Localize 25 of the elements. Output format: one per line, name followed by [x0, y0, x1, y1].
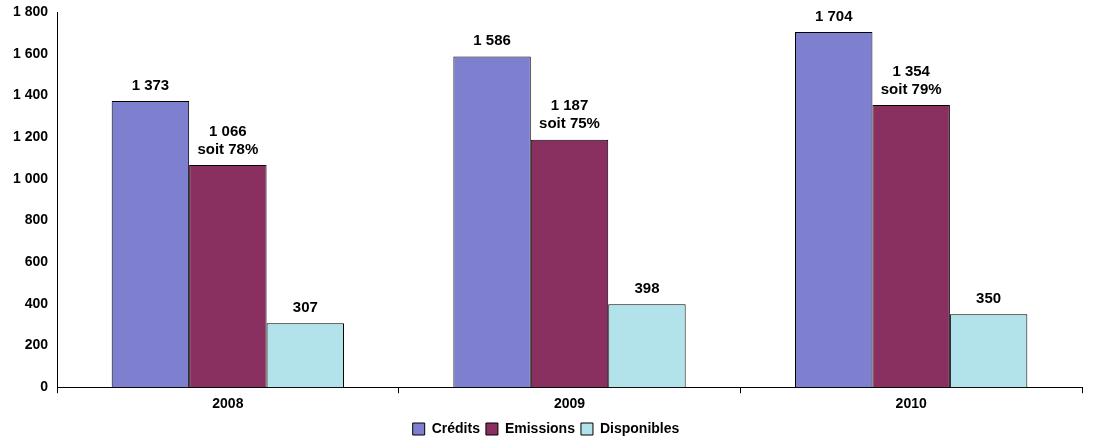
data-label: 1 373 — [131, 75, 170, 93]
data-label: 1 704 — [814, 6, 854, 24]
data-label: 307 — [292, 297, 318, 315]
y-tick-label: 1 600 — [12, 44, 49, 61]
x-tick-label: 2010 — [895, 395, 927, 412]
y-tick-label: 1 400 — [12, 86, 49, 103]
legend-label: Disponibles — [599, 419, 680, 436]
legend-label: Emissions — [504, 419, 576, 436]
data-label: 1 354 soit 79% — [880, 61, 942, 97]
y-tick-label: 800 — [24, 211, 49, 228]
data-label: 1 066 soit 78% — [197, 121, 259, 157]
y-tick-label: 1 200 — [12, 127, 49, 144]
y-tick-label: 0 — [40, 378, 49, 395]
data-label: 1 187 soit 75% — [539, 96, 600, 132]
x-tick-label: 2009 — [553, 395, 586, 412]
y-tick-label: 600 — [24, 252, 49, 269]
data-label: 350 — [976, 288, 1002, 306]
data-label: 1 586 — [473, 31, 511, 49]
y-tick-label: 200 — [24, 336, 49, 353]
data-label: 398 — [634, 278, 660, 296]
legend-label: Crédits — [431, 419, 481, 436]
y-tick-label: 1 800 — [12, 2, 49, 19]
x-tick-label: 2008 — [212, 395, 244, 412]
y-tick-label: 400 — [24, 294, 49, 311]
y-tick-label: 1 000 — [12, 169, 49, 186]
